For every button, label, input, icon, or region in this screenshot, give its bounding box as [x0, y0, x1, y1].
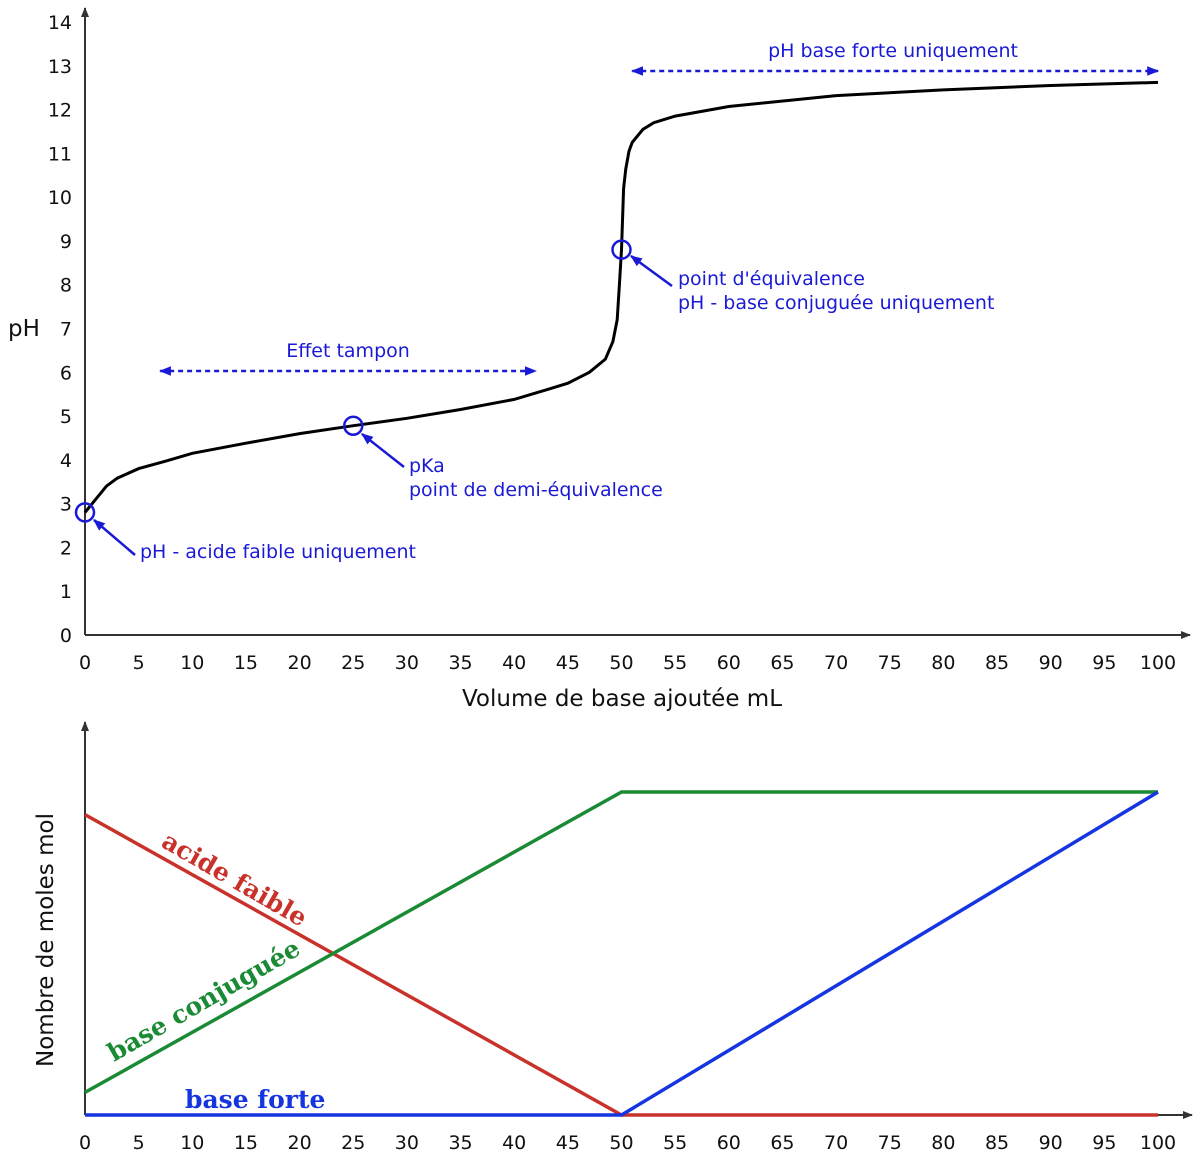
moles-x-tick-label: 5: [133, 1132, 145, 1154]
half-equivalence-label: point de demi-équivalence: [409, 479, 663, 501]
moles-x-tick-label: 80: [931, 1132, 955, 1154]
ph-axis-title-y: pH: [8, 316, 40, 342]
ph-y-tick-label: 11: [48, 143, 72, 165]
moles-x-tick-label: 25: [341, 1132, 365, 1154]
ph-x-tick-label: 20: [288, 652, 312, 674]
ph-x-tick-label: 100: [1140, 652, 1176, 674]
ph-x-tick-labels: 0 5 10 15 20 25 30 35 40 45 50 55 60 65 70 75 80 85 90 95 10…: [79, 652, 1176, 674]
moles-x-tick-label: 45: [556, 1132, 580, 1154]
ph-y-tick-label: 10: [48, 187, 72, 209]
moles-x-tick-label: 95: [1092, 1132, 1116, 1154]
ph-x-tick-label: 70: [824, 652, 848, 674]
equivalence-arrow: [630, 254, 673, 288]
ph-x-tick-label: 25: [341, 652, 365, 674]
ph-x-tick-label: 10: [180, 652, 204, 674]
ph-x-tick-label: 60: [717, 652, 741, 674]
ph-key-point-circle: [343, 415, 364, 436]
equivalence-label: point d'équivalence: [678, 268, 865, 290]
strong-base-series-label: base forte: [185, 1085, 325, 1114]
moles-x-tick-label: 10: [180, 1132, 204, 1154]
moles-x-tick-label: 90: [1039, 1132, 1063, 1154]
moles-x-tick-label: 0: [79, 1132, 91, 1154]
ph-y-tick-label: 13: [48, 56, 72, 78]
moles-x-tick-label: 70: [824, 1132, 848, 1154]
ph-key-point-circle: [74, 502, 96, 523]
moles-x-tick-label: 35: [448, 1132, 472, 1154]
ph-x-tick-label: 85: [985, 652, 1009, 674]
ph-x-tick-label: 90: [1039, 652, 1063, 674]
ph-y-tick-label: 2: [60, 537, 72, 559]
moles-x-tick-label: 65: [770, 1132, 794, 1154]
ph-x-tick-label: 65: [770, 652, 794, 674]
moles-x-tick-label: 75: [878, 1132, 902, 1154]
ph-y-tick-label: 3: [60, 494, 72, 516]
ph-chart: 0 5 10 15 20 25 30 35 40 45 50 55 60 65 70 75 80 85 90 95 10…: [8, 7, 1191, 712]
pka-label: pKa: [409, 455, 445, 477]
ph-key-point-circle: [611, 239, 632, 260]
ph-y-tick-label: 5: [60, 406, 72, 428]
ph-y-tick-label: 14: [48, 12, 72, 34]
moles-x-tick-label: 50: [609, 1132, 633, 1154]
ph-y-tick-label: 4: [60, 450, 72, 472]
ph-y-tick-label: 12: [48, 100, 72, 122]
ph-x-tick-label: 55: [663, 652, 687, 674]
ph-y-tick-label: 8: [60, 275, 72, 297]
conjugate-base-line: [84, 790, 1158, 1094]
weak-acid-arrow: [93, 519, 136, 556]
moles-x-tick-label: 85: [985, 1132, 1009, 1154]
moles-x-tick-label: 60: [717, 1132, 741, 1154]
weak-acid-only-label: pH - acide faible uniquement: [140, 541, 416, 563]
ph-y-tick-label: 7: [60, 319, 72, 341]
ph-x-tick-label: 30: [395, 652, 419, 674]
ph-axis-title-x: Volume de base ajoutée mL: [462, 686, 782, 712]
strong-base-line: [85, 790, 1159, 1117]
pka-arrow: [361, 433, 405, 468]
moles-x-tick-labels: 0 5 10 15 20 25 30 35 40 45 50 55 60 65 70 75 80 85 90 95 10…: [79, 1132, 1176, 1154]
conjugate-base-series-label: base conjuguée: [103, 934, 306, 1068]
conjugate-only-label: pH - base conjuguée uniquement: [678, 292, 994, 314]
moles-x-tick-label: 100: [1140, 1132, 1176, 1154]
ph-x-tick-label: 40: [502, 652, 526, 674]
moles-x-tick-label: 20: [288, 1132, 312, 1154]
moles-x-tick-label: 15: [234, 1132, 258, 1154]
ph-x-tick-label: 75: [878, 652, 902, 674]
ph-x-tick-label: 5: [133, 652, 145, 674]
ph-key-point-markers: [74, 239, 632, 523]
ph-x-tick-label: 50: [609, 652, 633, 674]
moles-x-tick-label: 55: [663, 1132, 687, 1154]
moles-x-tick-label: 30: [395, 1132, 419, 1154]
moles-axis-title-y: Nombre de moles mol: [33, 813, 59, 1067]
ph-x-tick-label: 95: [1092, 652, 1116, 674]
ph-y-tick-label: 1: [60, 581, 72, 603]
ph-x-tick-label: 45: [556, 652, 580, 674]
ph-titration-curve: [83, 80, 1159, 514]
moles-x-tick-label: 40: [502, 1132, 526, 1154]
ph-x-tick-label: 35: [448, 652, 472, 674]
weak-acid-series-label: acide faible: [157, 826, 312, 932]
buffer-label: Effet tampon: [286, 340, 410, 362]
ph-x-tick-label: 80: [931, 652, 955, 674]
ph-y-tick-label: 9: [60, 231, 72, 253]
ph-y-tick-label: 6: [60, 362, 72, 384]
ph-x-tick-label: 0: [79, 652, 91, 674]
strong-base-only-label: pH base forte uniquement: [768, 40, 1018, 62]
ph-x-tick-label: 15: [234, 652, 258, 674]
moles-chart: 0 5 10 15 20 25 30 35 40 45 50 55 60 65 70 75 80 85 90 95 10…: [33, 721, 1193, 1154]
ph-y-tick-label: 0: [60, 625, 72, 647]
